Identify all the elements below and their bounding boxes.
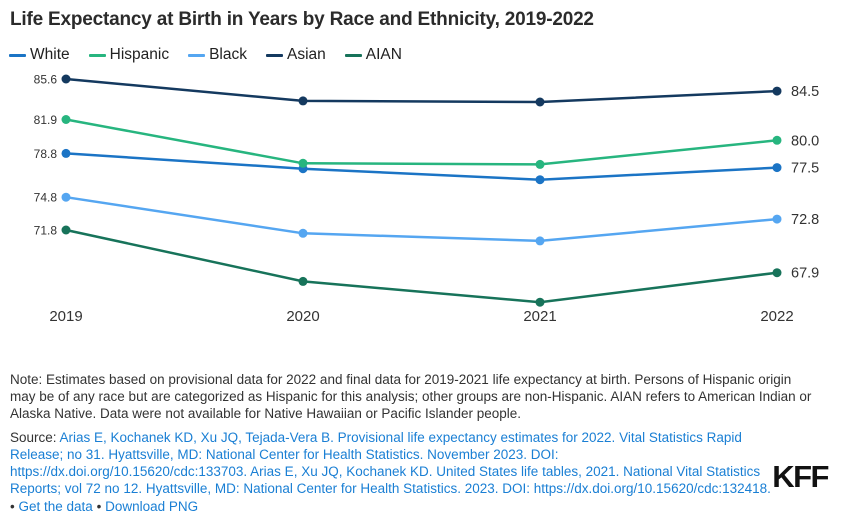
legend-label: Black bbox=[209, 46, 247, 63]
legend-label: White bbox=[30, 46, 70, 63]
data-point-white bbox=[535, 175, 545, 185]
line-hispanic bbox=[64, 118, 779, 166]
x-axis-label: 2020 bbox=[286, 308, 319, 325]
data-point-hispanic bbox=[298, 158, 308, 168]
data-point-hispanic bbox=[535, 159, 545, 169]
legend-swatch-icon bbox=[9, 53, 26, 57]
download-png-link[interactable]: Download PNG bbox=[105, 498, 199, 514]
bullet-separator: • bbox=[10, 498, 15, 514]
x-axis-label: 2022 bbox=[760, 308, 793, 325]
data-point-aian bbox=[298, 276, 308, 286]
data-point-asian bbox=[298, 96, 308, 106]
data-point-white bbox=[772, 163, 782, 173]
end-value-label: 84.5 bbox=[791, 84, 819, 100]
data-point-hispanic bbox=[61, 115, 71, 124]
bullet-separator: • bbox=[96, 498, 102, 514]
line-asian bbox=[64, 77, 779, 104]
start-value-label: 78.8 bbox=[34, 147, 58, 161]
legend-item-aian: AIAN bbox=[344, 46, 402, 64]
end-value-label: 77.5 bbox=[791, 161, 819, 177]
start-value-label: 81.9 bbox=[34, 113, 58, 127]
start-value-label: 85.6 bbox=[34, 73, 58, 87]
legend-swatch-icon bbox=[88, 53, 106, 57]
end-value-label: 72.8 bbox=[791, 212, 819, 228]
source-citation-link[interactable]: Arias E, Kochanek KD, Xu JQ, Tejada-Vera… bbox=[10, 430, 771, 497]
data-point-white bbox=[61, 148, 71, 158]
data-point-black bbox=[61, 192, 71, 202]
legend-label: Asian bbox=[286, 46, 326, 63]
end-value-label: 67.9 bbox=[791, 266, 819, 282]
legend-item-black: Black bbox=[188, 46, 247, 64]
data-point-aian bbox=[535, 297, 545, 307]
data-point-aian bbox=[61, 225, 71, 235]
legend-swatch-icon bbox=[344, 53, 362, 57]
kff-logo[interactable]: KFF bbox=[772, 459, 829, 494]
x-axis-label: 2019 bbox=[49, 308, 82, 325]
data-point-asian bbox=[535, 97, 545, 107]
data-point-black bbox=[298, 228, 308, 238]
start-value-label: 71.8 bbox=[34, 224, 58, 238]
get-the-data-link[interactable]: Get the data bbox=[18, 498, 93, 514]
legend-swatch-icon bbox=[188, 53, 206, 57]
legend-label: Hispanic bbox=[109, 46, 170, 63]
data-point-hispanic bbox=[772, 135, 782, 145]
line-white bbox=[64, 152, 779, 181]
end-value-label: 80.0 bbox=[791, 133, 819, 149]
data-point-black bbox=[535, 236, 545, 246]
data-point-aian bbox=[772, 268, 782, 278]
source-label: Source: bbox=[10, 430, 60, 445]
note-text: Note: Estimates based on provisional dat… bbox=[10, 372, 812, 422]
line-aian bbox=[64, 228, 779, 304]
data-point-asian bbox=[61, 74, 71, 84]
legend-item-hispanic: Hispanic bbox=[88, 46, 170, 64]
legend-item-asian: Asian bbox=[265, 46, 326, 64]
chart-title: Life Expectancy at Birth in Years by Rac… bbox=[10, 9, 594, 30]
data-point-black bbox=[772, 214, 782, 224]
legend-swatch-icon bbox=[265, 53, 283, 57]
source-text: Source: Arias E, Kochanek KD, Xu JQ, Tej… bbox=[10, 429, 772, 515]
legend-label: AIAN bbox=[365, 46, 402, 63]
start-value-label: 74.8 bbox=[34, 191, 58, 205]
data-point-asian bbox=[772, 86, 782, 96]
line-black bbox=[64, 195, 779, 243]
x-axis-label: 2021 bbox=[523, 308, 556, 325]
legend-item-white: White bbox=[9, 46, 70, 64]
legend: White Hispanic Black Asian AIAN bbox=[0, 31, 846, 64]
line-chart: 2019 2020 2021 2022 78.8 77.5 81.9 80.0 74.8 72.8… bbox=[34, 73, 820, 326]
